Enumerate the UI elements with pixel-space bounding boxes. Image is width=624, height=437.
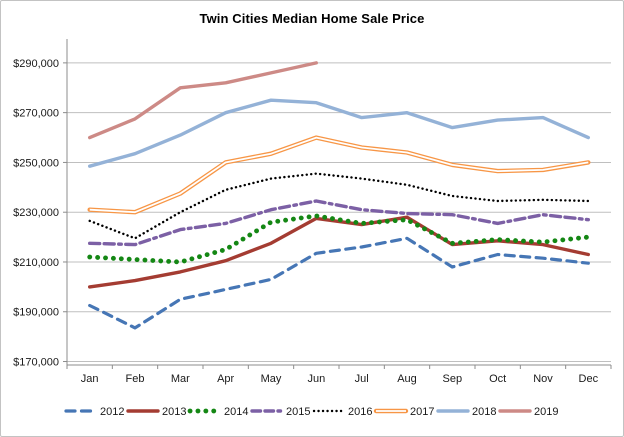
series-line-2012[interactable] [88, 236, 590, 330]
series-line-2013[interactable] [87, 215, 590, 289]
x-axis-label-dec: Dec [579, 373, 599, 385]
legend-label-2017: 2017 [410, 406, 434, 418]
x-axis-label-apr: Apr [217, 373, 234, 385]
series-line-2015[interactable] [87, 199, 590, 247]
x-axis-label-aug: Aug [397, 373, 417, 385]
legend-label-2013: 2013 [162, 406, 186, 418]
legend-item-2014[interactable]: 2014 [187, 406, 248, 418]
y-axis-label-250000: $250,000 [13, 157, 59, 169]
legend-label-2016: 2016 [348, 406, 372, 418]
x-axis-label-jul: Jul [355, 373, 369, 385]
y-axis-label-210000: $210,000 [13, 257, 59, 269]
series-line-2019[interactable] [87, 61, 318, 140]
y-axis-label-230000: $230,000 [13, 207, 59, 219]
legend-label-2014: 2014 [224, 406, 248, 418]
x-axis-label-oct: Oct [489, 373, 506, 385]
y-axis-label-270000: $270,000 [13, 108, 59, 120]
legend-label-2015: 2015 [286, 406, 310, 418]
x-axis-label-jun: Jun [307, 373, 325, 385]
x-axis-label-mar: Mar [171, 373, 190, 385]
legend-item-2013[interactable]: 2013 [126, 406, 186, 418]
legend-label-2012: 2012 [100, 406, 124, 418]
legend-item-2016[interactable]: 2016 [312, 406, 372, 418]
series-line-inner-2017 [89, 136, 589, 214]
x-axis-label-jan: Jan [81, 373, 99, 385]
series-line-2018[interactable] [87, 98, 590, 168]
series-line-2014[interactable] [87, 213, 591, 265]
chart-title: Twin Cities Median Home Sale Price [199, 11, 425, 26]
x-axis-label-feb: Feb [126, 373, 145, 385]
x-axis-label-sep: Sep [443, 373, 463, 385]
legend-label-2018: 2018 [472, 406, 496, 418]
legend-item-2018[interactable]: 2018 [436, 406, 496, 418]
series-line-2016[interactable] [88, 172, 590, 240]
legend-item-2015[interactable]: 2015 [250, 406, 310, 418]
y-axis-label-290000: $290,000 [13, 58, 59, 70]
y-axis-label-170000: $170,000 [13, 357, 59, 369]
y-axis-label-190000: $190,000 [13, 307, 59, 319]
legend-label-2019: 2019 [534, 406, 558, 418]
x-axis-label-may: May [261, 373, 282, 385]
legend-item-2017[interactable]: 2017 [373, 406, 434, 418]
series-line-2017[interactable] [87, 135, 591, 215]
legend-item-2012[interactable]: 2012 [64, 406, 124, 418]
x-axis-label-nov: Nov [533, 373, 553, 385]
legend-item-2019[interactable]: 2019 [498, 406, 558, 418]
